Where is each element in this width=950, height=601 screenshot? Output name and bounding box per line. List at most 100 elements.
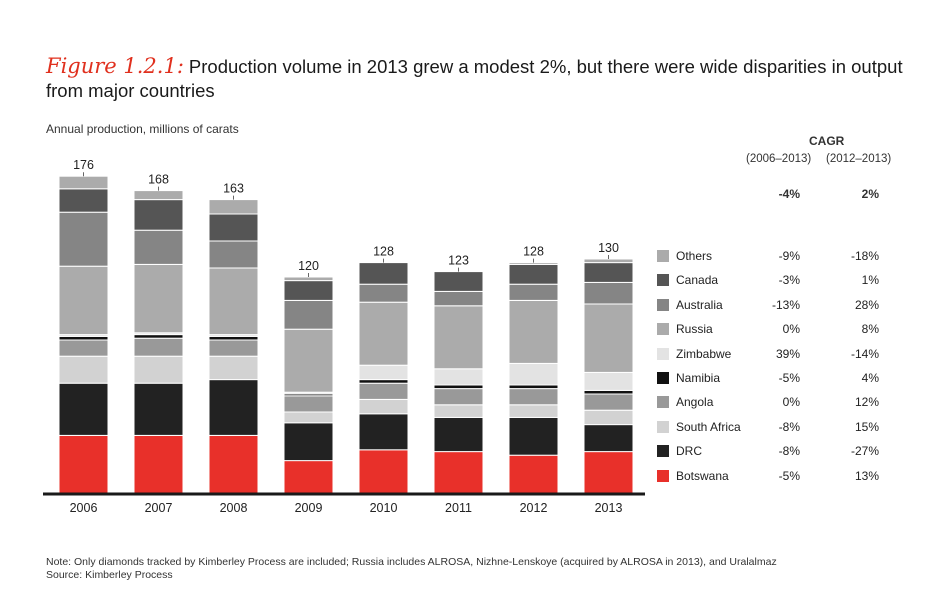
bar-segment-zimbabwe-2012 (508, 362, 559, 386)
cagr-value-2012-2013: 15% (854, 419, 879, 434)
bar-segment-south-africa-2010 (358, 398, 409, 415)
bar-segment-namibia-2013 (583, 389, 634, 395)
bar-segment-drc-2008 (208, 379, 259, 436)
bar-segment-drc-2013 (583, 424, 634, 453)
legend-item-russia: Russia 0% 8% (657, 322, 887, 338)
legend-swatch (657, 372, 669, 384)
bar-segment-angola-2012 (508, 388, 559, 406)
x-tick-label-2007: 2007 (145, 501, 173, 515)
bar-segment-canada-2007 (133, 199, 184, 231)
bar-segment-botswana-2013 (583, 451, 634, 494)
legend-item-canada: Canada -3% 1% (657, 273, 887, 289)
cagr-value-2006-2013: -5% (778, 371, 800, 385)
cagr-value-2006-2013: -8% (778, 444, 800, 459)
x-tick-label-2010: 2010 (370, 501, 398, 515)
bar-segment-others-2007 (133, 190, 184, 201)
cagr-title: CAGR (809, 134, 845, 148)
bar-segment-others-2006 (58, 175, 109, 190)
bar-segment-canada-2009 (283, 280, 334, 301)
bar-segment-australia-2010 (358, 283, 409, 303)
bar-segment-russia-2012 (508, 299, 559, 364)
legend-label: Canada (676, 273, 719, 288)
cagr-value-2006-2013: 0% (782, 322, 800, 337)
x-tick-label-2008: 2008 (220, 501, 248, 515)
bar-segment-namibia-2011 (433, 384, 484, 390)
note-text: Note: Only diamonds tracked by Kimberley… (46, 556, 777, 568)
cagr-value-2012-2013: 28% (854, 297, 879, 312)
bar-segment-drc-2012 (508, 416, 559, 456)
bar-segment-zimbabwe-2010 (358, 364, 409, 381)
legend-item-namibia: Namibia -5% 4% (657, 371, 887, 387)
bar-segment-others-2012 (508, 262, 559, 265)
bar-segment-canada-2010 (358, 262, 409, 285)
legend-swatch (657, 396, 669, 409)
total-label-2012: 128 (523, 245, 544, 259)
bar-segment-drc-2009 (283, 422, 334, 462)
bar-segment-botswana-2007 (133, 434, 184, 494)
bar-segment-angola-2009 (283, 395, 334, 413)
y-axis-label: Annual production, millions of carats (46, 122, 239, 136)
x-tick-label-2012: 2012 (520, 501, 548, 515)
legend-label: Others (676, 249, 713, 263)
cagr-value-2006-2013: 39% (775, 346, 800, 361)
bar-segment-russia-2009 (283, 328, 334, 393)
legend-item-zimbabwe: Zimbabwe 39% -14% (657, 347, 887, 363)
cagr-value-2012-2013: -27% (850, 444, 879, 459)
cagr-value-2006-2013: -13% (771, 297, 800, 312)
total-label-2007: 168 (148, 173, 169, 187)
legend-swatch (657, 250, 669, 262)
cagr-value-2012-2013: 12% (854, 395, 879, 410)
bar-segment-others-2008 (208, 199, 259, 215)
bar-segment-russia-2013 (583, 303, 634, 373)
bar-segment-australia-2008 (208, 240, 259, 269)
bar-segment-botswana-2010 (358, 449, 409, 494)
figure-title-block: Figure 1.2.1: Production volume in 2013 g… (46, 54, 926, 103)
legend-item-drc: DRC -8% -27% (657, 444, 887, 460)
cagr-value-2012-2013: 8% (861, 322, 879, 337)
bar-segment-russia-2011 (433, 305, 484, 370)
bar-segment-drc-2010 (358, 413, 409, 451)
bar-segment-russia-2006 (58, 265, 109, 336)
cagr-value-2012-2013: 1% (861, 273, 879, 288)
bar-segment-canada-2012 (508, 263, 559, 285)
bar-segment-australia-2006 (58, 211, 109, 267)
legend-swatch (657, 445, 669, 458)
figure-label: Figure 1.2.1: (46, 54, 184, 78)
bar-segment-angola-2006 (58, 339, 109, 357)
cagr-value-2006-2013: -3% (778, 273, 800, 288)
total-label-2010: 128 (373, 245, 394, 259)
legend-label: DRC (676, 444, 702, 459)
legend-label: Namibia (676, 371, 721, 385)
legend-item-south-africa: South Africa -8% 15% (657, 420, 887, 436)
bar-segment-drc-2011 (433, 416, 484, 453)
bar-segment-drc-2007 (133, 382, 184, 436)
bar-segment-south-africa-2012 (508, 404, 559, 418)
total-label-2013: 130 (598, 241, 619, 255)
bar-segment-angola-2013 (583, 393, 634, 411)
cagr-value-2006-2013: -8% (778, 419, 800, 434)
legend-swatch (657, 298, 669, 311)
legend-item-angola: Angola 0% 12% (657, 395, 887, 411)
bar-segment-australia-2011 (433, 290, 484, 307)
bar-segment-angola-2011 (433, 388, 484, 406)
cagr-value-2006-2013: 0% (782, 395, 800, 410)
bar-segment-zimbabwe-2011 (433, 368, 484, 386)
legend-label: Russia (676, 322, 713, 337)
bar-segment-namibia-2006 (58, 335, 109, 341)
bar-segment-australia-2007 (133, 229, 184, 265)
legend-label: Australia (676, 297, 723, 312)
bar-segment-namibia-2007 (133, 334, 184, 339)
x-tick-label-2009: 2009 (295, 501, 323, 515)
bar-segment-angola-2008 (208, 339, 259, 357)
legend-swatch (657, 274, 669, 287)
cagr-value-2006-2013: -9% (778, 249, 800, 263)
cagr-value-2012-2013: 13% (854, 468, 879, 483)
bar-segment-angola-2007 (133, 337, 184, 357)
bar-segment-botswana-2006 (58, 434, 109, 494)
cagr-total-col1: -4% (778, 187, 800, 201)
figure-title: Production volume in 2013 grew a modest … (46, 56, 903, 101)
legend-swatch (657, 469, 669, 482)
cagr-total-col2: 2% (861, 187, 879, 201)
bar-segment-russia-2010 (358, 301, 409, 366)
